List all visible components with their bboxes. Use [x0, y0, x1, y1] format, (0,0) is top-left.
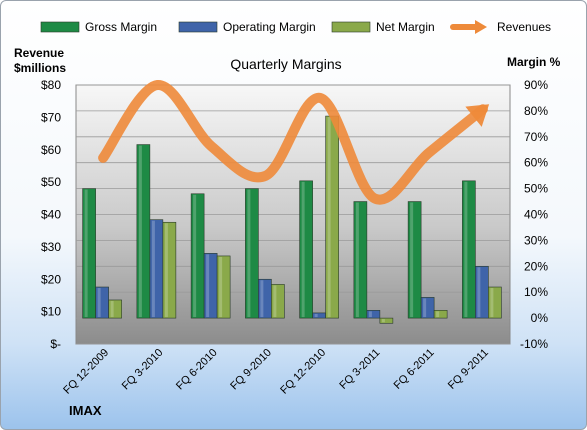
revenue-line-path: [98, 80, 488, 205]
bar-highlight: [355, 202, 359, 318]
category-label: FQ 12-2009: [61, 347, 111, 397]
right-tick-label: 10%: [524, 285, 548, 299]
right-tick-label: 60%: [524, 156, 548, 170]
left-tick-label: $80: [41, 78, 61, 92]
bar-gross-margin: [82, 188, 96, 319]
bar-gross-margin: [136, 144, 151, 319]
bar-highlight: [301, 181, 305, 318]
category-label: FQ 3-2010: [120, 347, 166, 393]
category-label: FQ 6-2011: [392, 347, 437, 392]
bar-highlight: [464, 181, 468, 318]
bar-operating-margin: [149, 219, 164, 319]
left-tick-label: $10: [41, 305, 61, 319]
bar-highlight: [206, 254, 210, 318]
footer-label: IMAX: [69, 403, 102, 418]
bar-highlight: [477, 267, 481, 318]
right-tick-label: 70%: [524, 130, 548, 144]
revenue-line: [98, 80, 490, 205]
bar-net-margin: [162, 221, 177, 319]
bar-net-margin: [108, 299, 122, 319]
left-axis-label-line1: Revenue: [14, 46, 64, 60]
left-axis-ticks: $- $10 $20 $30 $40 $50 $60 $70 $80: [41, 78, 61, 351]
bar-net-margin: [488, 286, 502, 319]
bar-highlight: [436, 311, 440, 318]
left-tick-label: $20: [41, 272, 61, 286]
category-label: FQ 9-2010: [228, 347, 274, 393]
right-tick-label: 50%: [524, 182, 548, 196]
bar-gross-margin: [190, 193, 205, 319]
legend-swatch-net-margin: [331, 21, 371, 33]
left-tick-label: $70: [41, 110, 61, 124]
bar-highlight: [314, 313, 318, 318]
bar-gross-margin: [299, 180, 313, 319]
revenue-arrowhead: [465, 104, 490, 127]
bar-highlight: [490, 288, 494, 318]
right-axis-ticks: -10% 0% 10% 20% 30% 40% 50% 60% 70% 80% 90%: [520, 78, 548, 351]
left-tick-label: $40: [41, 208, 61, 222]
legend: Gross Margin Operating Margin Net Margin Re…: [40, 20, 551, 34]
legend-arrow: [475, 20, 487, 34]
bar-operating-margin: [312, 312, 326, 319]
bar-operating-margin: [475, 265, 489, 319]
bar-highlight: [423, 298, 427, 318]
category-label: FQ 3-2011: [337, 347, 382, 392]
left-axis-label-line2: $millions: [14, 61, 66, 75]
right-axis-label: Margin %: [507, 55, 561, 69]
legend-label-revenues: Revenues: [497, 20, 551, 34]
left-tick-label: $30: [41, 240, 61, 254]
bar-net-margin: [433, 310, 448, 319]
category-label: FQ 6-2010: [174, 347, 220, 393]
bar-net-margin: [325, 115, 339, 319]
legend-swatch-operating-margin: [178, 21, 218, 33]
bar-marks: [82, 115, 502, 324]
bar-highlight: [260, 280, 264, 318]
bar-highlight: [247, 189, 251, 318]
category-label: FQ 12-2010: [278, 347, 328, 397]
bar-operating-margin: [95, 286, 109, 319]
bar-highlight: [164, 223, 168, 318]
legend-label-net-margin: Net Margin: [376, 20, 435, 34]
left-tick-label: $50: [41, 175, 61, 189]
chart-title: Quarterly Margins: [230, 56, 341, 72]
category-label: FQ 9-2011: [446, 347, 491, 392]
bar-highlight: [327, 117, 331, 318]
right-tick-label: 90%: [524, 78, 548, 92]
bar-highlight: [110, 300, 114, 318]
bar-operating-margin: [420, 297, 435, 319]
bar-gross-margin: [245, 188, 259, 319]
bar-highlight: [151, 220, 155, 318]
bar-operating-margin: [366, 310, 381, 319]
right-tick-label: 30%: [524, 233, 548, 247]
legend-swatch-gross-margin: [40, 21, 80, 33]
bar-net-margin: [379, 317, 394, 324]
right-tick-label: 20%: [524, 259, 548, 273]
left-tick-label: $60: [41, 143, 61, 157]
right-tick-label: 0%: [531, 311, 549, 325]
left-tick-label: $-: [50, 337, 61, 351]
bar-highlight: [138, 145, 142, 318]
bar-highlight: [97, 288, 101, 318]
bar-operating-margin: [258, 278, 272, 319]
bar-highlight: [381, 319, 385, 323]
legend-label-operating-margin: Operating Margin: [223, 20, 316, 34]
bar-gross-margin: [462, 180, 476, 319]
right-tick-label: 40%: [524, 208, 548, 222]
legend-label-gross-margin: Gross Margin: [85, 20, 157, 34]
bar-gross-margin: [407, 201, 422, 319]
bar-operating-margin: [203, 253, 218, 319]
bar-net-margin: [216, 255, 231, 319]
bar-highlight: [84, 189, 88, 318]
bar-highlight: [368, 311, 372, 318]
right-tick-label: -10%: [520, 337, 548, 351]
bar-gross-margin: [353, 201, 368, 319]
right-tick-label: 80%: [524, 104, 548, 118]
category-labels: FQ 12-2009 FQ 3-2010 FQ 6-2010 FQ 9-2010 FQ …: [61, 347, 491, 397]
bar-highlight: [193, 194, 197, 318]
bar-highlight: [219, 256, 223, 318]
bar-highlight: [273, 285, 277, 318]
bar-highlight: [410, 202, 414, 318]
bar-net-margin: [271, 284, 285, 319]
